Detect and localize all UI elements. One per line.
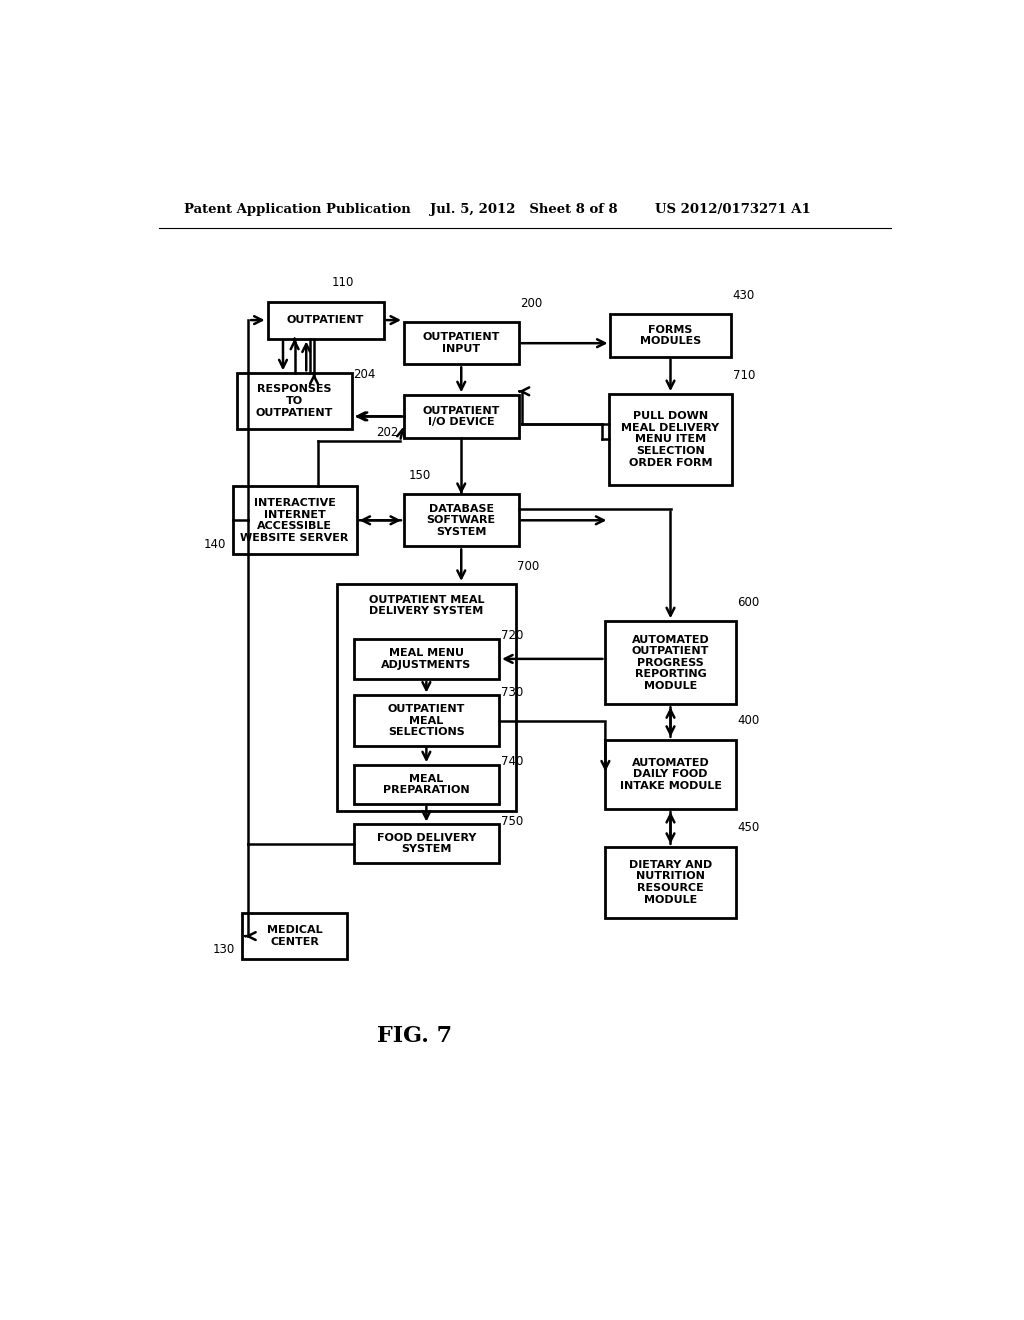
Text: OUTPATIENT: OUTPATIENT xyxy=(287,315,365,325)
Bar xyxy=(337,583,515,810)
Text: MEAL MENU
ADJUSTMENTS: MEAL MENU ADJUSTMENTS xyxy=(381,648,471,669)
Bar xyxy=(609,395,732,484)
Bar xyxy=(605,847,735,917)
Bar xyxy=(267,302,384,339)
Text: 150: 150 xyxy=(409,469,431,482)
Bar xyxy=(403,322,518,364)
Text: 204: 204 xyxy=(353,368,376,381)
Text: MEDICAL
CENTER: MEDICAL CENTER xyxy=(267,925,323,946)
Text: OUTPATIENT
INPUT: OUTPATIENT INPUT xyxy=(423,333,500,354)
Bar xyxy=(353,639,500,678)
Text: DATABASE
SOFTWARE
SYSTEM: DATABASE SOFTWARE SYSTEM xyxy=(427,504,496,537)
Text: 600: 600 xyxy=(737,595,760,609)
Text: OUTPATIENT
I/O DEVICE: OUTPATIENT I/O DEVICE xyxy=(423,405,500,428)
Text: 110: 110 xyxy=(332,276,354,289)
Text: PULL DOWN
MEAL DELIVERY
MENU ITEM
SELECTION
ORDER FORM: PULL DOWN MEAL DELIVERY MENU ITEM SELECT… xyxy=(622,412,720,467)
Text: US 2012/0173271 A1: US 2012/0173271 A1 xyxy=(655,203,811,215)
Text: 430: 430 xyxy=(732,289,755,302)
Text: AUTOMATED
OUTPATIENT
PROGRESS
REPORTING
MODULE: AUTOMATED OUTPATIENT PROGRESS REPORTING … xyxy=(632,635,710,690)
Text: 202: 202 xyxy=(376,426,398,440)
Text: INTERACTIVE
INTERNET
ACCESSIBLE
WEBSITE SERVER: INTERACTIVE INTERNET ACCESSIBLE WEBSITE … xyxy=(241,498,349,543)
Text: OUTPATIENT
MEAL
SELECTIONS: OUTPATIENT MEAL SELECTIONS xyxy=(388,704,465,737)
Bar xyxy=(610,314,730,356)
Text: Jul. 5, 2012   Sheet 8 of 8: Jul. 5, 2012 Sheet 8 of 8 xyxy=(430,203,617,215)
Bar xyxy=(353,825,500,863)
Text: AUTOMATED
DAILY FOOD
INTAKE MODULE: AUTOMATED DAILY FOOD INTAKE MODULE xyxy=(620,758,722,791)
Text: DIETARY AND
NUTRITION
RESOURCE
MODULE: DIETARY AND NUTRITION RESOURCE MODULE xyxy=(629,859,712,904)
Text: 750: 750 xyxy=(501,814,523,828)
Text: 730: 730 xyxy=(501,685,523,698)
Bar xyxy=(605,622,735,705)
Bar xyxy=(403,395,518,437)
Text: 700: 700 xyxy=(517,560,540,573)
Text: 710: 710 xyxy=(733,368,756,381)
Text: OUTPATIENT MEAL
DELIVERY SYSTEM: OUTPATIENT MEAL DELIVERY SYSTEM xyxy=(369,594,484,616)
Text: RESPONSES
TO
OUTPATIENT: RESPONSES TO OUTPATIENT xyxy=(256,384,334,417)
Text: MEAL
PREPARATION: MEAL PREPARATION xyxy=(383,774,470,795)
Bar xyxy=(353,766,500,804)
Text: 200: 200 xyxy=(520,297,543,310)
Text: 740: 740 xyxy=(501,755,523,768)
Text: 450: 450 xyxy=(737,821,760,834)
Bar xyxy=(232,487,356,554)
Text: 720: 720 xyxy=(501,628,523,642)
Text: Patent Application Publication: Patent Application Publication xyxy=(183,203,411,215)
Text: 140: 140 xyxy=(203,539,225,552)
Bar xyxy=(403,494,518,546)
Text: FOOD DELIVERY
SYSTEM: FOOD DELIVERY SYSTEM xyxy=(377,833,476,854)
Bar xyxy=(353,696,500,746)
Text: FIG. 7: FIG. 7 xyxy=(377,1026,453,1047)
Text: FORMS
MODULES: FORMS MODULES xyxy=(640,325,701,346)
Bar xyxy=(243,913,347,960)
Text: 400: 400 xyxy=(737,714,760,727)
Text: 130: 130 xyxy=(213,942,236,956)
Bar xyxy=(238,374,352,429)
Bar xyxy=(605,739,735,809)
